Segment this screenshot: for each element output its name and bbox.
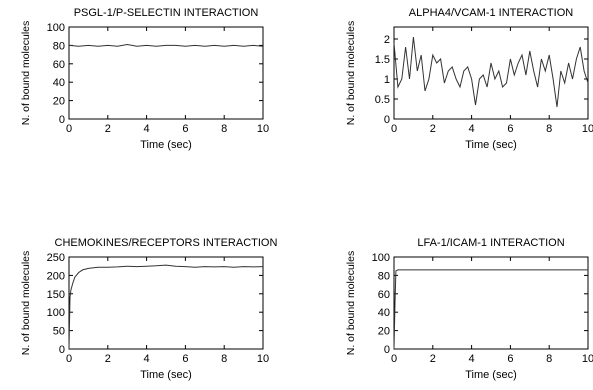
series-line-1 <box>68 264 264 350</box>
x-tick-label: 8 <box>221 353 227 365</box>
x-tick-label: 2 <box>105 123 111 135</box>
y-tick-label: 60 <box>378 289 390 301</box>
x-tick-label: 4 <box>144 123 150 135</box>
plot-frame <box>68 256 264 350</box>
y-tick-label: 0 <box>59 344 65 356</box>
y-tick-label: 250 <box>47 252 65 264</box>
y-axis-label: N. of bound molecules <box>345 251 357 355</box>
y-axis-label: N. of bound molecules <box>345 21 357 125</box>
y-tick-label: 2 <box>384 34 390 46</box>
x-tick-label: 10 <box>582 353 593 365</box>
x-tick-label: 4 <box>144 353 150 365</box>
y-tick-label: 50 <box>53 326 65 338</box>
plot-frame <box>68 26 264 120</box>
y-tick-label: 80 <box>378 270 390 282</box>
chart-title: LFA-1/ICAM-1 INTERACTION <box>417 237 564 249</box>
y-tick-label: 20 <box>53 96 65 108</box>
y-tick-label: 0 <box>384 344 390 356</box>
x-tick-label: 10 <box>582 123 593 135</box>
y-tick-label: 150 <box>47 289 65 301</box>
plot-frame <box>393 26 589 120</box>
y-axis-label: N. of bound molecules <box>20 251 32 355</box>
series-line-1 <box>393 36 589 108</box>
chart-title: PSGL-1/P-SELECTIN INTERACTION <box>74 7 259 19</box>
x-tick-label: 2 <box>105 353 111 365</box>
x-tick-label: 6 <box>507 123 513 135</box>
y-tick-label: 80 <box>53 40 65 52</box>
y-tick-label: 0 <box>59 114 65 126</box>
x-tick-label: 8 <box>546 353 552 365</box>
x-tick-label: 0 <box>391 353 397 365</box>
series-line-1 <box>393 269 588 350</box>
y-tick-label: 100 <box>47 307 65 319</box>
x-tick-label: 0 <box>66 353 72 365</box>
x-tick-label: 2 <box>430 123 436 135</box>
y-axis-label: N. of bound molecules <box>20 21 32 125</box>
x-tick-label: 0 <box>391 123 397 135</box>
chart-title: ALPHA4/VCAM-1 INTERACTION <box>409 7 573 19</box>
y-tick-label: 1 <box>384 74 390 86</box>
y-tick-label: 60 <box>53 59 65 71</box>
y-tick-label: 100 <box>372 252 390 264</box>
x-tick-label: 10 <box>257 123 269 135</box>
x-axis-label: Time (sec) <box>140 139 192 151</box>
x-tick-label: 4 <box>469 123 475 135</box>
x-tick-label: 4 <box>469 353 475 365</box>
series-line-1 <box>68 43 264 47</box>
chart-panel-2: ALPHA4/VCAM-1 INTERACTION 0 2 4 6 8 10 0 0.5 1 1.5… <box>345 7 593 151</box>
x-tick-label: 6 <box>507 353 513 365</box>
x-tick-label: 0 <box>66 123 72 135</box>
y-tick-label: 20 <box>378 326 390 338</box>
plot-frame <box>393 256 589 350</box>
y-tick-label: 40 <box>53 77 65 89</box>
x-tick-label: 6 <box>182 123 188 135</box>
x-tick-label: 10 <box>257 353 269 365</box>
y-tick-label: 0 <box>384 114 390 126</box>
chart-title: CHEMOKINES/RECEPTORS INTERACTION <box>55 237 278 249</box>
y-tick-label: 1.5 <box>375 54 390 66</box>
y-tick-label: 200 <box>47 270 65 282</box>
y-tick-label: 0.5 <box>375 94 390 106</box>
x-axis-label: Time (sec) <box>140 369 192 381</box>
x-axis-label: Time (sec) <box>465 369 517 381</box>
x-tick-label: 8 <box>221 123 227 135</box>
x-axis-label: Time (sec) <box>465 139 517 151</box>
x-tick-label: 8 <box>546 123 552 135</box>
x-tick-label: 6 <box>182 353 188 365</box>
x-tick-label: 2 <box>430 353 436 365</box>
y-tick-label: 40 <box>378 307 390 319</box>
y-tick-label: 100 <box>47 22 65 34</box>
